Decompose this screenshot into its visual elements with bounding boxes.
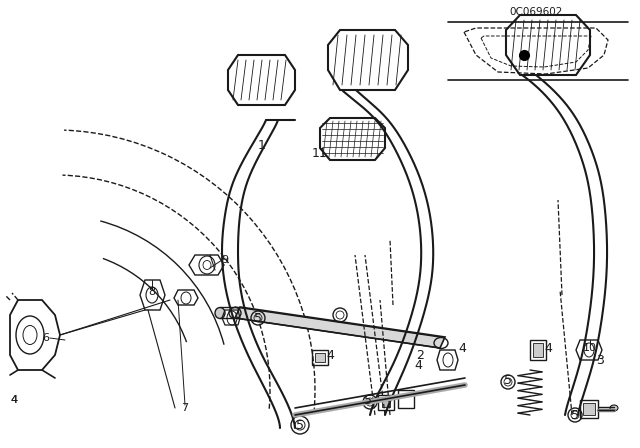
Text: 5: 5 (571, 409, 579, 422)
Text: 6: 6 (42, 333, 49, 343)
Text: 4: 4 (414, 358, 422, 371)
Text: 5: 5 (254, 311, 262, 324)
Text: 8: 8 (148, 287, 156, 297)
Text: 5: 5 (296, 418, 304, 431)
Ellipse shape (610, 405, 618, 411)
Ellipse shape (215, 307, 225, 319)
Text: 1: 1 (258, 138, 266, 151)
Polygon shape (533, 343, 543, 357)
Text: 0C069602: 0C069602 (509, 7, 563, 17)
Text: 3: 3 (596, 353, 604, 366)
Text: 4: 4 (10, 395, 17, 405)
Polygon shape (583, 403, 595, 415)
Text: 5: 5 (504, 374, 512, 387)
Polygon shape (315, 353, 325, 362)
Polygon shape (235, 307, 445, 348)
Text: 11: 11 (312, 146, 328, 159)
Text: 4: 4 (326, 349, 334, 362)
Text: 9: 9 (221, 255, 228, 265)
Text: 10: 10 (583, 343, 597, 353)
Text: 7: 7 (181, 403, 189, 413)
Text: 4: 4 (10, 395, 17, 405)
Text: 5: 5 (364, 393, 372, 406)
Polygon shape (382, 398, 390, 407)
Text: 2: 2 (416, 349, 424, 362)
Text: 4: 4 (544, 341, 552, 354)
Text: 4: 4 (458, 341, 466, 354)
